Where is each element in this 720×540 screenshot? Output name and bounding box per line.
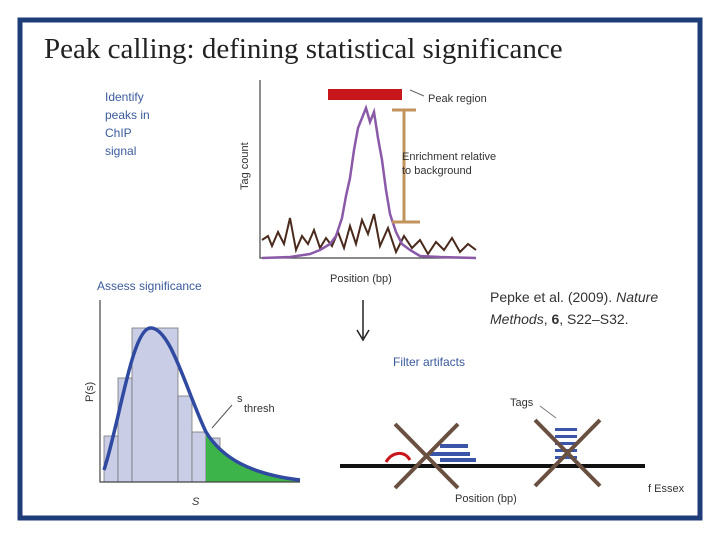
pointer: [539, 405, 557, 419]
caption: Assess significance: [97, 279, 202, 293]
y-label: P(s): [84, 382, 96, 402]
background-signal: [261, 213, 477, 256]
axes: [259, 80, 476, 259]
credit: f Essex: [648, 483, 685, 495]
axes: [99, 300, 300, 483]
caption-line: signal: [105, 144, 136, 158]
pointer: [211, 404, 233, 429]
tag: [430, 452, 470, 456]
enrichment-label: Enrichment relative: [402, 151, 496, 163]
hist-bar: [177, 395, 193, 483]
tag: [555, 442, 577, 445]
citation-journal: Nature: [616, 289, 658, 305]
citation-pages: , S22–S32.: [559, 311, 628, 327]
citation-journal: Methods: [490, 311, 544, 327]
enrichment-bracket: [392, 108, 420, 224]
caption-line: peaks in: [105, 108, 150, 122]
caption-line: ChIP: [105, 126, 132, 140]
arrow: [356, 300, 370, 342]
pointer: [409, 89, 425, 97]
filter-panel: Filter artifacts Tags Position (bp) f Es…: [340, 300, 685, 505]
citation-authors: Pepke et al. (2009).: [490, 289, 616, 305]
caption: Filter artifacts: [393, 355, 465, 369]
hist-bar: [191, 431, 207, 483]
peak-region-label: Peak region: [428, 93, 487, 105]
citation-volume: 6: [551, 311, 559, 327]
identify-panel: Identify peaks in ChIP signal Tag count …: [105, 80, 496, 285]
artifact-peak: [384, 452, 412, 463]
citation-line: Methods, 6, S22–S32.: [490, 311, 629, 327]
y-label: Tag count: [239, 142, 251, 190]
tag: [555, 456, 577, 459]
frame: [17, 17, 703, 521]
tags-label: Tags: [510, 397, 534, 409]
tag: [440, 444, 468, 448]
x-label: S: [192, 496, 200, 508]
assess-panel: Assess significance P(s) s thresh S: [84, 279, 301, 508]
significance-tail: [206, 432, 300, 482]
null-distribution: [102, 326, 301, 482]
cross: [393, 418, 602, 490]
tag: [440, 458, 476, 462]
peak-region-bar: [328, 89, 402, 100]
enrichment-label: to background: [402, 165, 472, 177]
x-label: Position (bp): [455, 493, 517, 505]
tag: [555, 428, 577, 431]
threshold-subscript: thresh: [244, 403, 275, 415]
threshold-label: s: [237, 393, 243, 405]
tag: [555, 435, 577, 438]
citation-line: Pepke et al. (2009). Nature: [490, 289, 658, 305]
caption-line: Identify: [105, 90, 144, 104]
slide-title: Peak calling: defining statistical signi…: [44, 33, 563, 65]
x-label: Position (bp): [330, 273, 392, 285]
chip-signal: [261, 104, 477, 260]
citation-separator: ,: [544, 311, 552, 327]
